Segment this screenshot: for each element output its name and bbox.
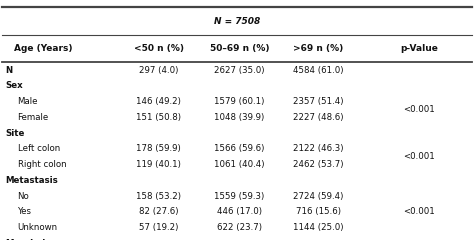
Text: 2627 (35.0): 2627 (35.0) <box>214 66 264 75</box>
Text: Right colon: Right colon <box>18 160 66 169</box>
Text: 2122 (46.3): 2122 (46.3) <box>293 144 344 153</box>
Text: 2227 (48.6): 2227 (48.6) <box>293 113 344 122</box>
Text: 446 (17.0): 446 (17.0) <box>217 207 262 216</box>
Text: 2357 (51.4): 2357 (51.4) <box>293 97 344 106</box>
Text: 622 (23.7): 622 (23.7) <box>217 223 262 232</box>
Text: Site: Site <box>6 129 25 138</box>
Text: 2462 (53.7): 2462 (53.7) <box>293 160 344 169</box>
Text: N = 7508: N = 7508 <box>214 17 260 25</box>
Text: 158 (53.2): 158 (53.2) <box>137 192 181 201</box>
Text: Yes: Yes <box>18 207 32 216</box>
Text: Left colon: Left colon <box>18 144 60 153</box>
Text: 178 (59.9): 178 (59.9) <box>137 144 181 153</box>
Text: <0.001: <0.001 <box>404 105 435 114</box>
Text: 4584 (61.0): 4584 (61.0) <box>293 66 344 75</box>
Text: 50–69 n (%): 50–69 n (%) <box>210 44 269 53</box>
Text: >69 n (%): >69 n (%) <box>293 44 344 53</box>
Text: 1061 (40.4): 1061 (40.4) <box>214 160 264 169</box>
Text: Unknown: Unknown <box>18 223 58 232</box>
Text: Metastasis: Metastasis <box>6 176 58 185</box>
Text: 151 (50.8): 151 (50.8) <box>137 113 181 122</box>
Text: 57 (19.2): 57 (19.2) <box>139 223 179 232</box>
Text: Morphology: Morphology <box>6 239 64 240</box>
Text: 82 (27.6): 82 (27.6) <box>139 207 179 216</box>
Text: No: No <box>18 192 29 201</box>
Text: 1144 (25.0): 1144 (25.0) <box>293 223 344 232</box>
Text: <0.001: <0.001 <box>404 207 435 216</box>
Text: Sex: Sex <box>6 81 23 90</box>
Text: 146 (49.2): 146 (49.2) <box>137 97 181 106</box>
Text: 1048 (39.9): 1048 (39.9) <box>214 113 264 122</box>
Text: 119 (40.1): 119 (40.1) <box>137 160 181 169</box>
Text: N: N <box>6 66 13 75</box>
Text: <50 n (%): <50 n (%) <box>134 44 184 53</box>
Text: Age (Years): Age (Years) <box>14 44 73 53</box>
Text: 2724 (59.4): 2724 (59.4) <box>293 192 344 201</box>
Text: <0.001: <0.001 <box>404 152 435 161</box>
Text: 1579 (60.1): 1579 (60.1) <box>214 97 264 106</box>
Text: 297 (4.0): 297 (4.0) <box>139 66 179 75</box>
Text: Male: Male <box>18 97 38 106</box>
Text: Female: Female <box>18 113 49 122</box>
Text: 1566 (59.6): 1566 (59.6) <box>214 144 264 153</box>
Text: 716 (15.6): 716 (15.6) <box>296 207 341 216</box>
Text: p-Value: p-Value <box>401 44 438 53</box>
Text: 1559 (59.3): 1559 (59.3) <box>214 192 264 201</box>
